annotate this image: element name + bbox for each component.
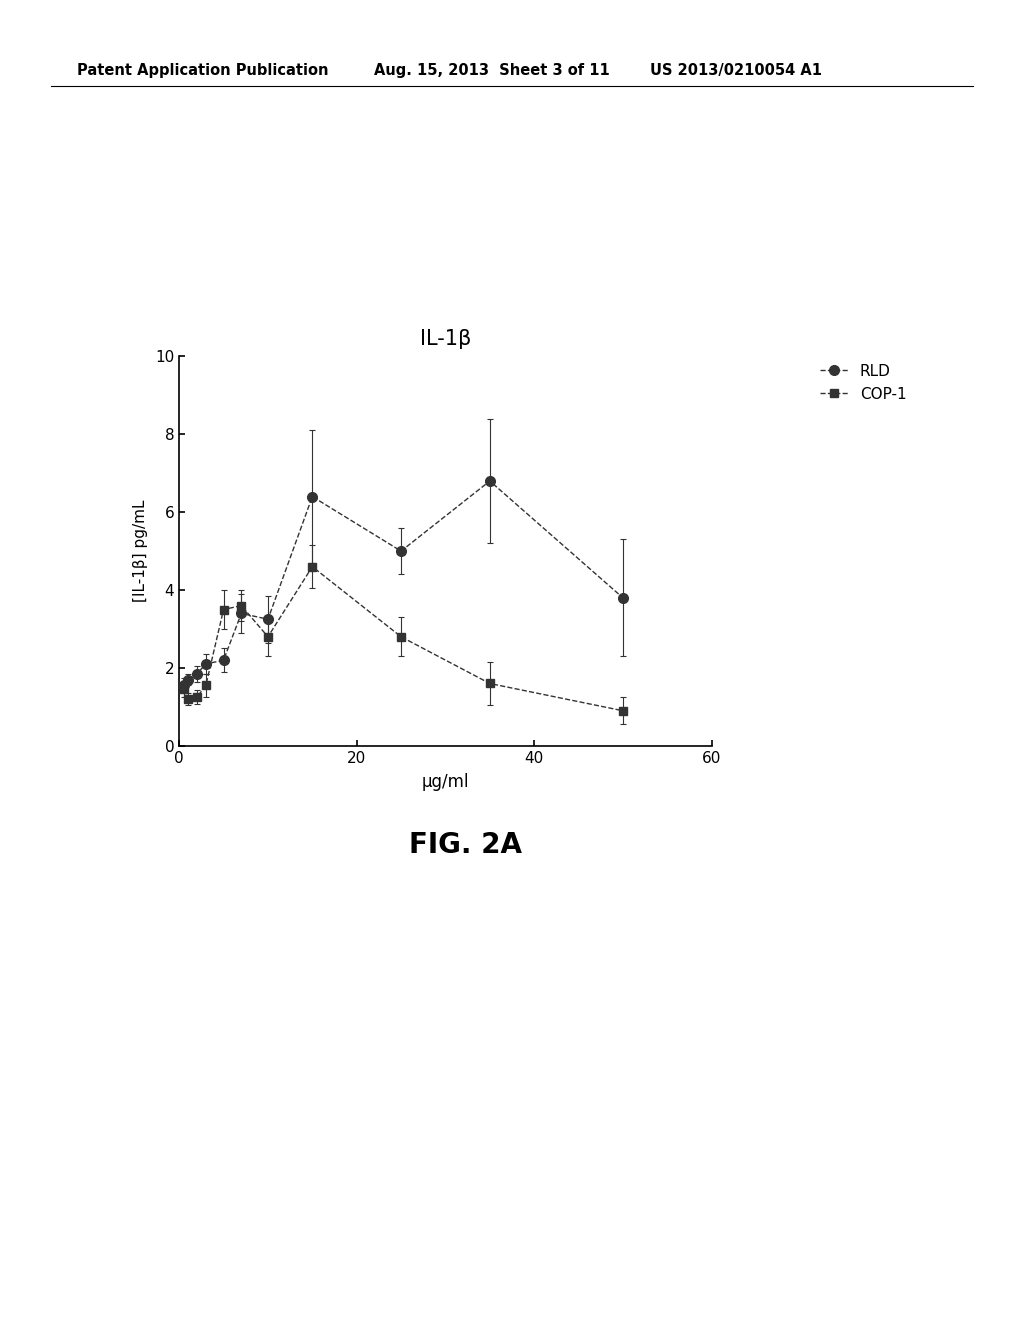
Text: Aug. 15, 2013  Sheet 3 of 11: Aug. 15, 2013 Sheet 3 of 11 (374, 63, 609, 78)
Y-axis label: [IL-1β] pg/mL: [IL-1β] pg/mL (133, 500, 148, 602)
Legend: RLD, COP-1: RLD, COP-1 (820, 364, 906, 401)
Text: US 2013/0210054 A1: US 2013/0210054 A1 (650, 63, 822, 78)
X-axis label: μg/ml: μg/ml (422, 772, 469, 791)
Text: FIG. 2A: FIG. 2A (410, 830, 522, 859)
Title: IL-1β: IL-1β (420, 329, 471, 350)
Text: Patent Application Publication: Patent Application Publication (77, 63, 329, 78)
